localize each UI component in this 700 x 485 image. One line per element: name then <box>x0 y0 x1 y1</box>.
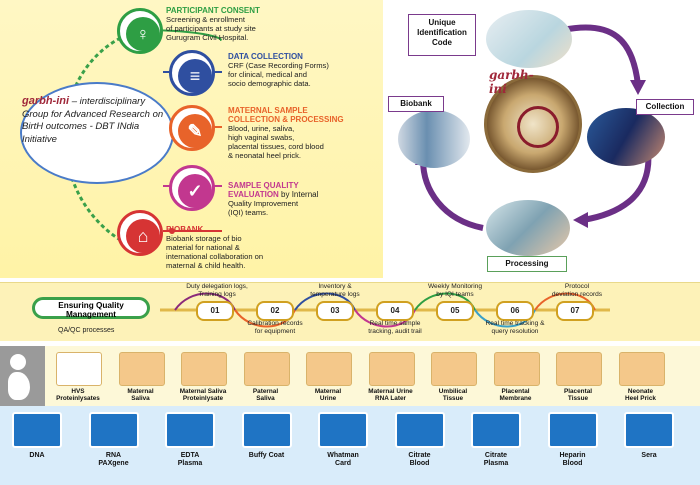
qa-step-06: 06 <box>496 301 534 321</box>
lab-label: RNA PAXgene <box>98 452 129 467</box>
lab-label: EDTA Plasma <box>177 452 203 467</box>
step-title-data: DATA COLLECTION <box>228 52 303 61</box>
citrate-blood-icon <box>394 412 445 448</box>
lab-label: Heparin Blood <box>559 452 586 467</box>
lab-label: Sera <box>641 452 657 459</box>
sample-label: Placental Membrane <box>499 388 532 402</box>
lab-label: Whatman Card <box>327 452 359 467</box>
checkmark-icon: ✓ <box>178 174 212 208</box>
buffy-coat-icon <box>241 412 292 448</box>
syringe-icon: ✎ <box>178 114 212 148</box>
logo-text: garbh-ini <box>22 95 70 107</box>
step-desc-quality: Quality Improvement (IQI) teams. <box>228 199 299 217</box>
step-title-sample: MATERNAL SAMPLE COLLECTION & PROCESSING <box>228 106 344 124</box>
lab-label: Citrate Blood <box>408 452 431 467</box>
swab-icon <box>56 352 102 386</box>
sample-label: Maternal Urine <box>314 388 342 402</box>
foot-icon <box>618 352 665 386</box>
pregnant-woman-silhouette-icon <box>0 346 45 406</box>
qa-text-01: Duty delegation logs, Training logs <box>186 283 248 298</box>
qa-step-04: 04 <box>376 301 414 321</box>
qa-text-03: Inventory & temperature logs <box>310 283 360 298</box>
qa-text-05: Weekly Monitoring by IQI teams <box>427 283 483 298</box>
tube-rack-icon <box>368 352 415 386</box>
step-title-quality: SAMPLE QUALITY EVALUATION by Internal <box>228 181 318 199</box>
qa-step-03: 03 <box>316 301 354 321</box>
sample-label: Maternal Saliva <box>127 388 154 402</box>
step-data-collection: ≡ <box>169 50 215 96</box>
qa-title: Ensuring Quality Management <box>32 297 150 319</box>
processing-label: Processing <box>487 256 567 272</box>
processing-photo <box>486 200 570 256</box>
lips-icon <box>118 352 165 386</box>
initiative-text: – interdisciplinary Group for Advanced R… <box>22 96 164 145</box>
center-description: garbh-ini – interdisciplinary Group for … <box>22 95 172 146</box>
qa-text-07: Protocol deviation records <box>551 283 603 298</box>
placenta-icon <box>556 352 602 386</box>
cycle-arrows <box>415 24 652 231</box>
tubes-icon <box>181 352 227 386</box>
citrate-plasma-icon <box>471 412 521 448</box>
sample-label: Maternal Saliva Proteinlysate <box>179 388 227 402</box>
sample-label: Umbilical Tissue <box>438 388 468 402</box>
mother-child-icon <box>517 106 559 148</box>
qa-step-07: 07 <box>556 301 594 321</box>
lab-label: Buffy Coat <box>248 452 285 459</box>
qa-step-01: 01 <box>196 301 234 321</box>
step-title-biobank: BIOBANK <box>166 225 204 234</box>
quality-title-text: SAMPLE QUALITY EVALUATION <box>228 181 299 199</box>
sample-label: HVS Proteinlysates <box>56 388 100 402</box>
sample-label: Neonate Heel Prick <box>625 388 656 402</box>
qa-step-05: 05 <box>436 301 474 321</box>
sample-label: Placental Tissue <box>563 388 593 402</box>
step-desc-biobank: Biobank storage of bio material for nati… <box>166 234 264 270</box>
step-desc-sample: Blood, urine, saliva, high vaginal swabs… <box>228 124 324 160</box>
step-quality: ✓ <box>169 165 215 211</box>
collection-label: Collection <box>636 99 694 115</box>
membrane-icon <box>493 352 540 386</box>
qa-text-04: Real time sample tracking, audit trail <box>368 320 422 335</box>
lab-label: DNA <box>29 452 45 459</box>
biobank-label: Biobank <box>388 96 444 112</box>
step-desc-consent: Screening & enrollment of participants a… <box>166 15 256 42</box>
sample-label: Maternal Urine RNA Later <box>368 388 413 402</box>
house-icon: ⌂ <box>126 219 160 253</box>
blood-bag-icon <box>165 412 215 448</box>
step-consent: ♀ <box>117 8 163 54</box>
dna-icon <box>12 412 62 448</box>
garbh-ini-logo: garbh-ini <box>489 68 534 96</box>
lab-label: Citrate Plasma <box>483 452 509 467</box>
step-title-consent: PARTICIPANT CONSENT <box>166 6 260 15</box>
qa-text-06: Real time tracking & query resolution <box>485 320 545 335</box>
quality-title-suffix: by Internal <box>278 190 319 199</box>
umbilical-icon <box>431 352 477 386</box>
card-icon <box>318 412 368 448</box>
workflow-panel: garbh-ini – interdisciplinary Group for … <box>0 0 383 278</box>
garbh-ini-seal <box>484 75 582 173</box>
tubes-photo <box>486 10 572 68</box>
rna-tube-icon <box>88 412 139 448</box>
step-sample-collection: ✎ <box>169 105 215 151</box>
collection-photo <box>587 108 665 166</box>
pregnant-woman-icon: ♀ <box>126 17 160 51</box>
qa-subtitle: QA/QC processes <box>58 327 115 334</box>
qa-step-02: 02 <box>256 301 294 321</box>
document-icon: ≡ <box>178 59 212 93</box>
urine-cup-icon <box>306 352 352 386</box>
center-ellipse <box>20 82 174 184</box>
unique-id-label: Unique Identification Code <box>408 14 476 56</box>
sera-icon <box>624 412 674 448</box>
heparin-blood-icon <box>547 412 598 448</box>
step-biobank: ⌂ <box>117 210 163 256</box>
sample-label: Paternal Saliva <box>252 388 279 402</box>
step-desc-data: CRF (Case Recording Forms) for clinical,… <box>228 61 329 88</box>
man-icon <box>243 352 290 386</box>
qa-text-02: Calibration records for equipment <box>247 320 303 335</box>
biobank-photo <box>398 110 470 168</box>
